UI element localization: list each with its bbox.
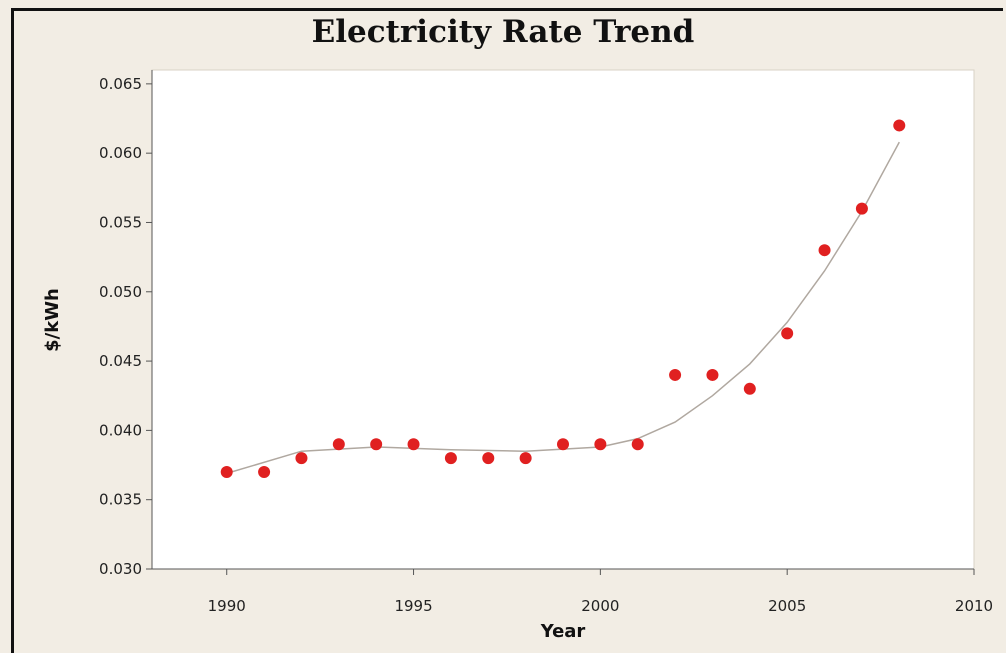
y-tick-label: 0.040 [99,421,142,439]
data-point [370,438,383,451]
data-point [557,438,569,451]
data-points [220,119,906,478]
plot-area [151,69,975,570]
data-point [855,202,868,215]
x-tick-label: 1995 [394,597,432,615]
data-point [818,244,831,257]
data-point [482,452,495,465]
y-tick-label: 0.030 [99,560,142,578]
y-tick-label: 0.035 [99,491,142,509]
data-point [407,438,420,451]
x-tick-label: 2005 [768,597,806,615]
y-tick-label: 0.060 [99,144,142,162]
data-point [332,438,345,451]
data-point [295,452,308,465]
chart-title: Electricity Rate Trend [311,14,695,50]
y-tick-label: 0.055 [99,213,142,231]
data-point [258,465,271,478]
x-tick-label: 2000 [581,597,619,615]
x-axis-label: Year [540,621,586,642]
data-point [519,452,532,465]
x-ticks: 1990 1995 2000 2005 2010 [208,569,993,615]
y-tick-label: 0.050 [99,283,142,301]
data-point [893,119,906,132]
y-axis-label: $/kWh [42,288,63,352]
x-tick-label: 1990 [208,597,246,615]
data-point [669,368,682,381]
x-tick-label: 2010 [955,597,993,615]
y-tick-label: 0.065 [99,75,142,93]
data-point [220,465,233,478]
data-point [781,327,794,340]
data-point [594,438,607,451]
data-point [743,382,756,395]
trend-line [226,141,900,475]
data-point [631,438,644,451]
y-ticks: 0.030 0.035 0.040 0.045 0.050 0.055 0.060 0.065 [99,75,152,578]
y-tick-label: 0.045 [99,352,142,370]
data-point [706,368,719,381]
data-point [444,452,457,465]
